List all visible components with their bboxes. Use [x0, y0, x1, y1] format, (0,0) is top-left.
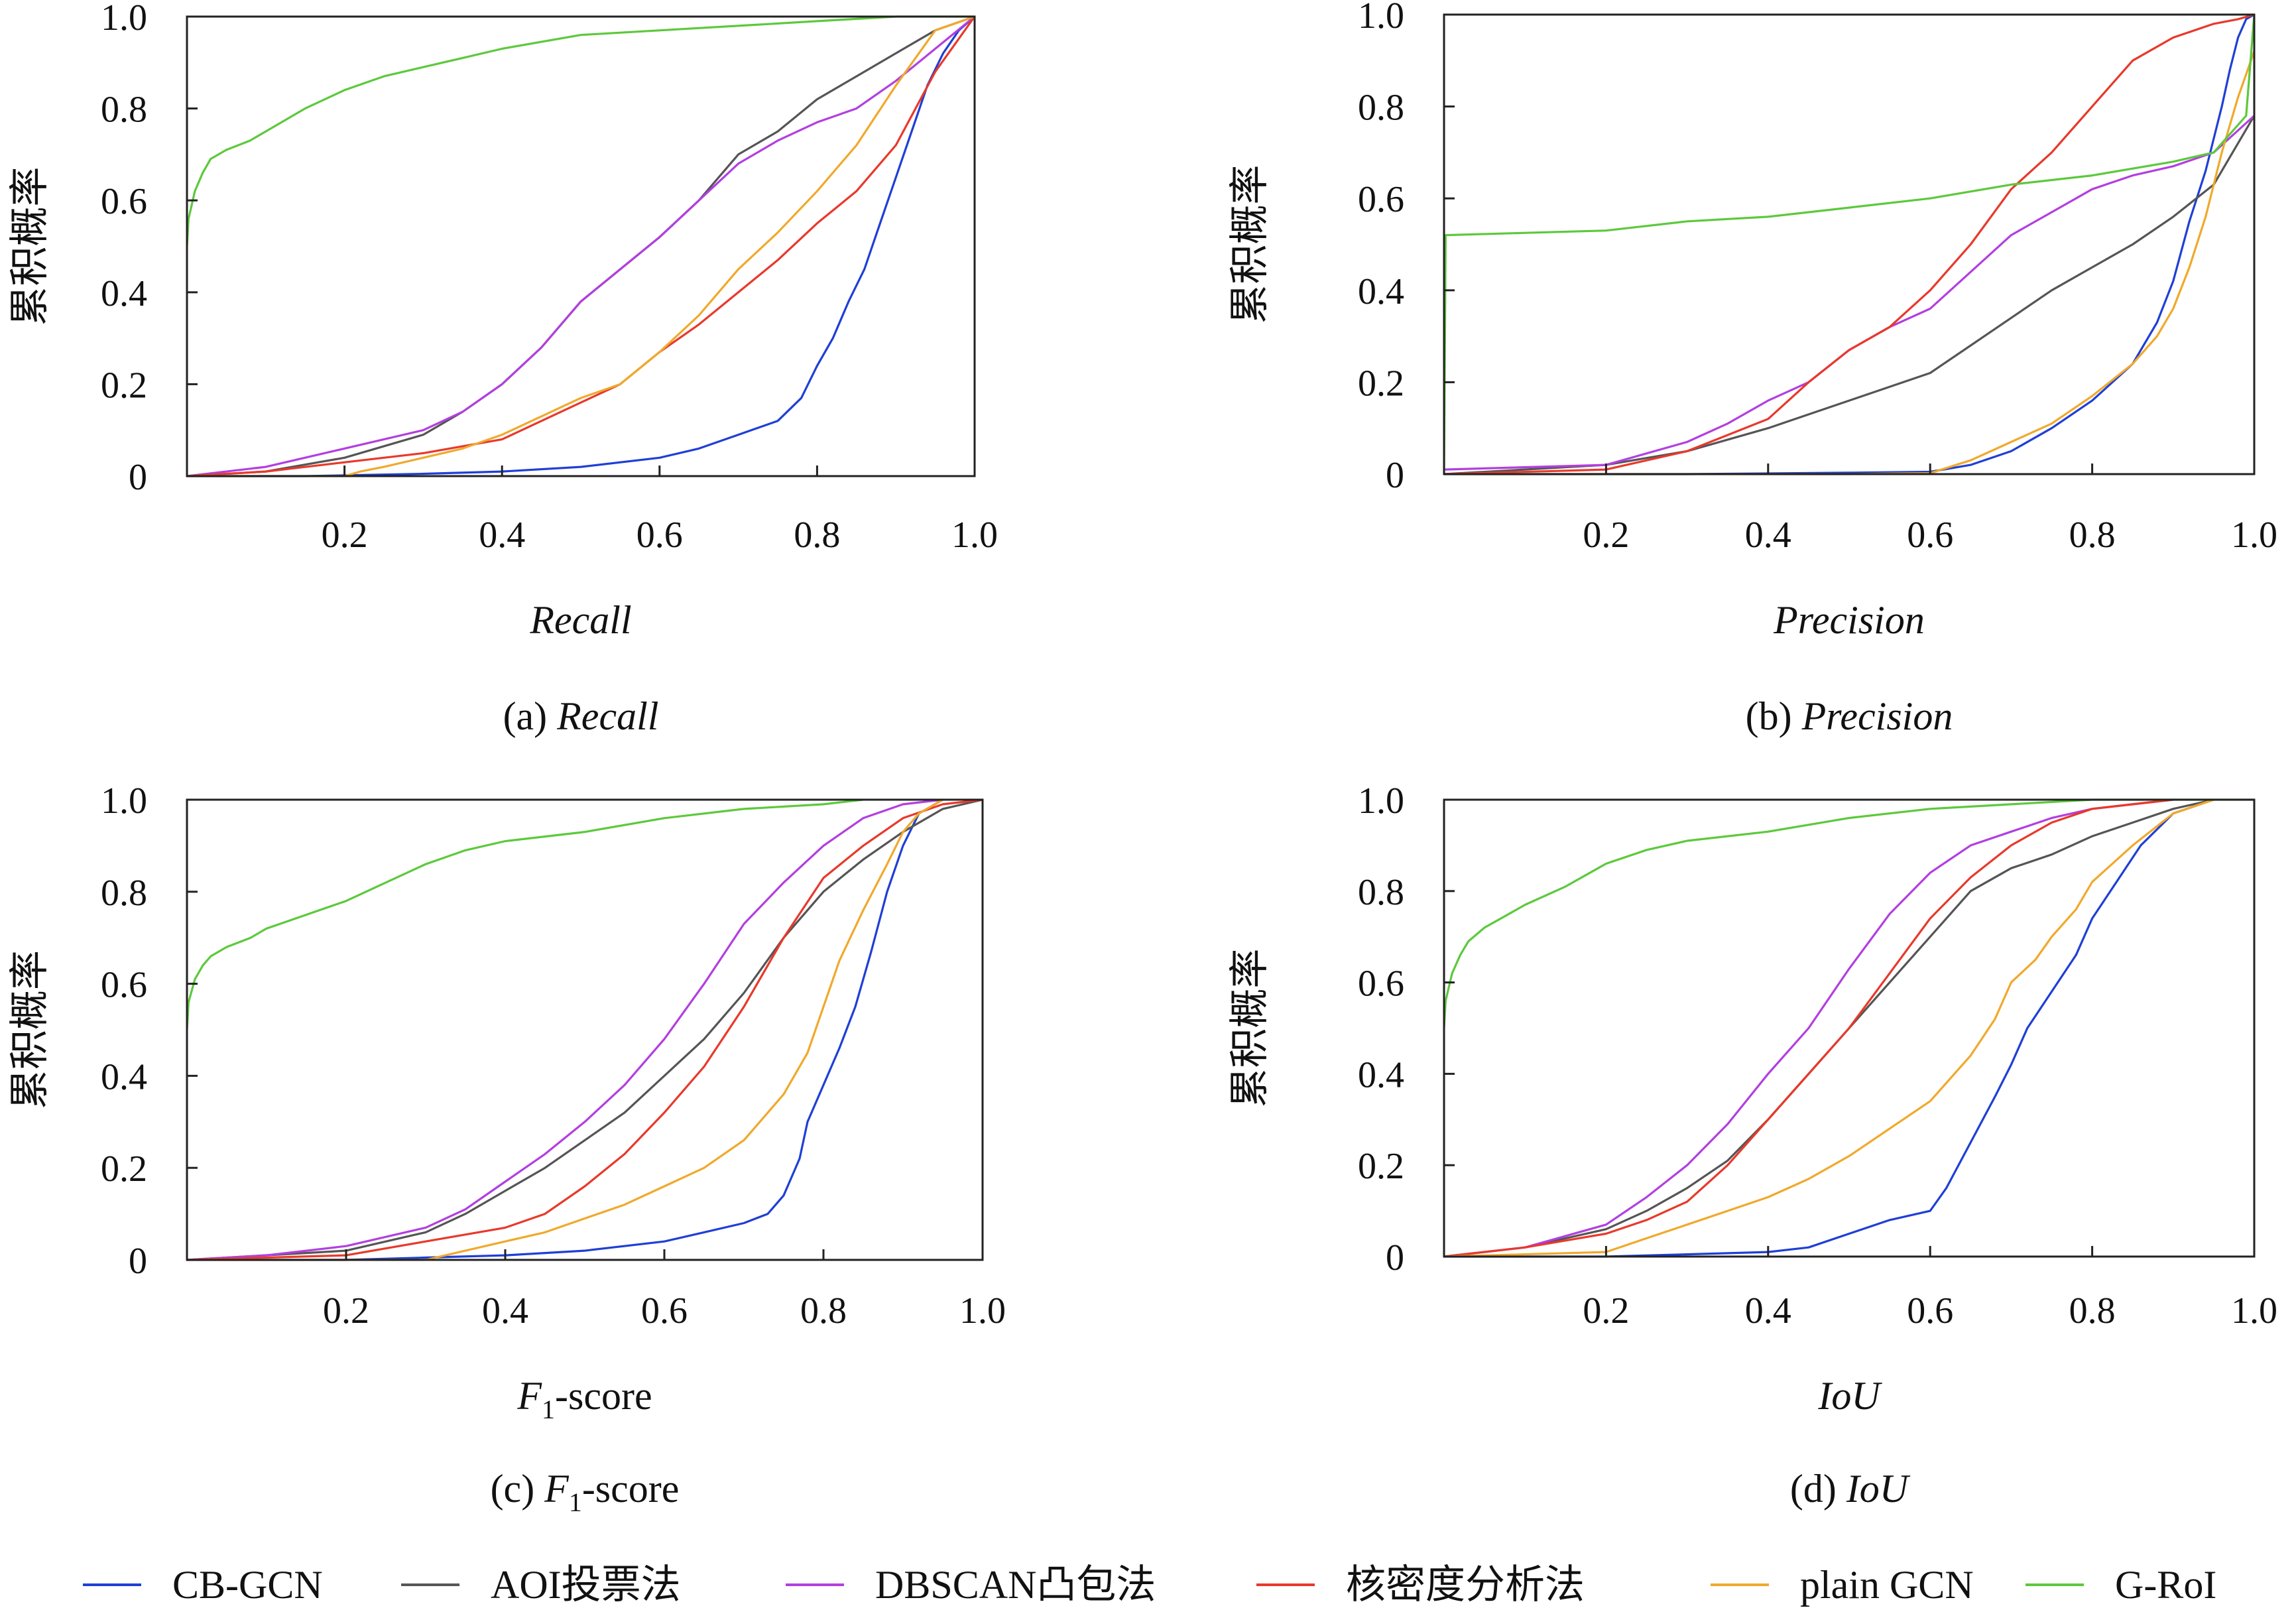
series-line-5: [186, 798, 864, 1030]
series-line-5: [1443, 14, 2256, 475]
plot-frame: [186, 798, 984, 1261]
series-line-2: [186, 798, 943, 1261]
legend: CB-GCN AOI投票法 DBSCAN凸包法 核密度分析法 plain GCN G-Ro…: [83, 1563, 2216, 1607]
plot-frame: [1443, 798, 2256, 1258]
chart-panel-d: 0 0.2 0.4 0.6 0.8 1.0 0.2 0.4 0.6 0.8 1.0 累积概率 IoU (d…: [1227, 780, 2277, 1511]
y-tick-label: 0: [129, 1241, 147, 1282]
x-tick-label: 0.2: [1583, 1290, 1629, 1331]
y-tick-label: 0.6: [101, 965, 147, 1006]
series-line-2: [1443, 798, 2173, 1258]
series-line-5: [1443, 798, 2254, 1028]
y-tick-label: 0.8: [101, 873, 147, 914]
x-tick-label: 0.4: [1745, 1290, 1791, 1331]
x-tick-label: 0.6: [641, 1290, 688, 1331]
y-tick-label: 0.2: [1358, 1146, 1404, 1187]
series-line-0: [187, 15, 976, 477]
y-tick-label: 0.6: [1358, 179, 1404, 220]
x-tick-label: 1.0: [959, 1290, 1006, 1331]
x-axis-label: Precision: [1773, 598, 1925, 642]
legend-label-3: 核密度分析法: [1346, 1563, 1585, 1607]
panel-caption: (c) F1-score: [491, 1467, 680, 1517]
x-tick-label: 0.6: [1907, 1290, 1953, 1331]
x-tick-label: 0.8: [800, 1290, 847, 1331]
panel-caption: (a) Recall: [503, 694, 659, 738]
series-line-0: [1444, 798, 2214, 1258]
y-tick-label: 1.0: [1358, 780, 1404, 822]
y-tick-label: 1.0: [101, 780, 147, 822]
series-line-4: [187, 15, 975, 477]
y-tick-label: 0.8: [1358, 872, 1404, 913]
y-tick-label: 0.6: [101, 181, 147, 222]
x-tick-label: 0.8: [2069, 515, 2116, 556]
x-tick-label: 1.0: [951, 515, 998, 556]
y-tick-label: 0.4: [1358, 271, 1404, 312]
series-line-1: [186, 798, 983, 1261]
legend-label-2: DBSCAN凸包法: [875, 1563, 1156, 1607]
series-line-3: [1443, 13, 2255, 475]
series-line-4: [187, 798, 943, 1261]
x-axis-label: IoU: [1817, 1374, 1882, 1418]
y-tick-label: 0.4: [1358, 1054, 1404, 1095]
y-tick-label: 0.6: [1358, 963, 1404, 1005]
y-axis-label: 累积概率: [7, 950, 53, 1109]
panel-caption: (d) IoU: [1790, 1467, 1911, 1511]
x-tick-label: 0.2: [1583, 515, 1629, 556]
y-tick-label: 1.0: [1358, 0, 1404, 36]
y-axis-label: 累积概率: [1227, 949, 1273, 1108]
series-line-1: [1443, 115, 2256, 475]
series-line-3: [1443, 798, 2173, 1258]
plot-frame: [1443, 13, 2256, 475]
series-line-1: [186, 15, 975, 477]
x-axis-label: F1-score: [516, 1374, 652, 1424]
legend-label-0: CB-GCN: [172, 1563, 323, 1607]
y-tick-label: 0.8: [1358, 88, 1404, 129]
series-line-5: [186, 15, 975, 247]
y-tick-label: 0.2: [101, 1148, 147, 1190]
y-axis-label: 累积概率: [7, 167, 53, 326]
y-tick-label: 0: [1386, 455, 1404, 496]
legend-label-1: AOI投票法: [491, 1563, 681, 1607]
y-tick-label: 1.0: [101, 0, 147, 38]
series-line-4: [1443, 798, 2214, 1258]
legend-label-5: G-RoI: [2115, 1563, 2216, 1607]
y-tick-label: 0: [1386, 1237, 1404, 1278]
series-line-3: [186, 16, 976, 477]
x-tick-label: 0.4: [1745, 515, 1791, 556]
plot-frame: [186, 15, 976, 477]
series-line-3: [186, 798, 983, 1261]
x-tick-label: 0.2: [323, 1290, 369, 1331]
legend-label-4: plain GCN: [1800, 1563, 1974, 1607]
series-line-4: [1444, 50, 2256, 475]
x-tick-label: 1.0: [2231, 1290, 2277, 1331]
series-line-0: [187, 798, 943, 1261]
x-tick-label: 0.6: [636, 515, 683, 556]
y-tick-label: 0.2: [101, 365, 147, 406]
x-tick-label: 0.2: [322, 515, 368, 556]
panel-caption: (b) Precision: [1746, 694, 1953, 738]
y-axis-label: 累积概率: [1227, 165, 1273, 324]
x-tick-label: 0.8: [2069, 1290, 2116, 1331]
series-line-1: [1443, 798, 2214, 1258]
series-line-2: [1443, 115, 2256, 471]
chart-panel-a: 0 0.2 0.4 0.6 0.8 1.0 0.2 0.4 0.6 0.8 1.0 累积概率 Recal…: [7, 0, 998, 738]
x-tick-label: 1.0: [2231, 515, 2277, 556]
y-tick-label: 0: [129, 457, 147, 498]
y-tick-label: 0.4: [101, 1056, 147, 1097]
x-tick-label: 0.4: [479, 515, 525, 556]
x-tick-label: 0.6: [1907, 515, 1953, 556]
y-tick-label: 0.2: [1358, 363, 1404, 404]
x-tick-label: 0.8: [794, 515, 840, 556]
y-tick-label: 0.8: [101, 90, 147, 131]
x-axis-label: Recall: [529, 598, 631, 642]
chart-panel-c: 0 0.2 0.4 0.6 0.8 1.0 0.2 0.4 0.6 0.8 1.0 累积概率 F1-sc…: [7, 780, 1006, 1517]
x-tick-label: 0.4: [482, 1290, 528, 1331]
chart-panel-b: 0 0.2 0.4 0.6 0.8 1.0 0.2 0.4 0.6 0.8 1.0 累积概率 Preci…: [1227, 0, 2277, 738]
y-tick-label: 0.4: [101, 273, 147, 314]
series-line-2: [186, 15, 976, 477]
